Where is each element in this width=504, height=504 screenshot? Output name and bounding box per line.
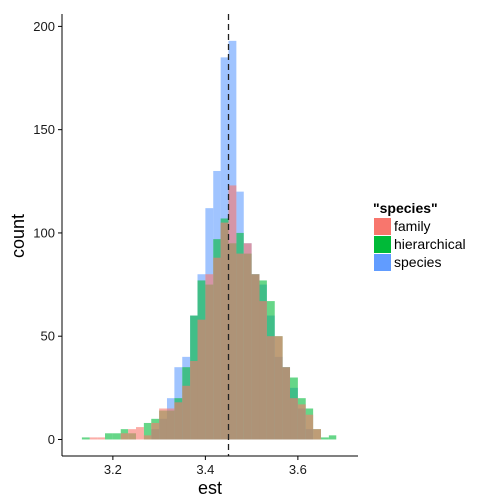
bar-family <box>120 433 129 440</box>
bar-family <box>166 408 175 440</box>
bar-family <box>182 385 191 440</box>
bar-hierarchical <box>105 433 113 440</box>
bar-family <box>151 422 160 440</box>
bar-hierarchical <box>321 437 329 440</box>
x-tick-label: 3.4 <box>196 462 214 477</box>
bar-hierarchical <box>328 435 337 440</box>
legend-swatch-hierarchical <box>374 236 391 253</box>
bar-family <box>228 185 237 440</box>
x-tick-label: 3.2 <box>104 462 122 477</box>
bar-family <box>243 243 252 440</box>
x-tick-label: 3.6 <box>289 462 307 477</box>
legend-label-hierarchical: hierarchical <box>394 236 466 252</box>
legend-label-species: species <box>394 254 441 270</box>
y-tick-label: 100 <box>33 225 55 240</box>
legend: "species" family hierarchical species <box>373 200 466 271</box>
bar-family <box>274 336 283 440</box>
y-tick-label: 200 <box>33 19 55 34</box>
legend-swatch-species <box>374 254 391 271</box>
plot-area <box>81 14 337 456</box>
bar-family <box>213 257 221 440</box>
y-tick-label: 0 <box>48 432 55 447</box>
bar-hierarchical <box>81 437 90 440</box>
bar-family <box>290 398 298 440</box>
bar-family <box>174 402 183 440</box>
bar-family <box>197 319 206 440</box>
bar-family <box>190 360 198 440</box>
legend-title: "species" <box>373 200 438 216</box>
bar-family <box>313 429 321 440</box>
legend-swatch-family <box>374 218 391 235</box>
bar-family <box>205 274 214 440</box>
y-axis-ticks: 0 50 100 150 200 <box>33 19 62 447</box>
bar-family <box>143 435 152 440</box>
y-axis-title: count <box>8 214 28 258</box>
bar-family <box>97 437 106 440</box>
x-axis-ticks: 3.2 3.4 3.6 <box>104 456 307 477</box>
bar-family <box>266 336 275 440</box>
bars-family <box>89 185 321 440</box>
bar-family <box>128 429 136 440</box>
bar-family <box>220 222 229 440</box>
bar-hierarchical <box>112 433 121 440</box>
legend-label-family: family <box>394 218 431 234</box>
bar-family <box>282 367 291 440</box>
bar-family <box>251 274 260 440</box>
bar-family <box>159 408 167 440</box>
bar-family <box>136 427 144 440</box>
bar-family <box>297 404 306 440</box>
x-axis-title: est <box>198 478 222 498</box>
bar-family <box>305 414 314 440</box>
bar-hierarchical <box>143 422 152 440</box>
bar-family <box>236 253 244 440</box>
y-tick-label: 50 <box>41 329 55 344</box>
bar-family <box>89 437 98 440</box>
y-tick-label: 150 <box>33 122 55 137</box>
bar-family <box>259 301 267 440</box>
